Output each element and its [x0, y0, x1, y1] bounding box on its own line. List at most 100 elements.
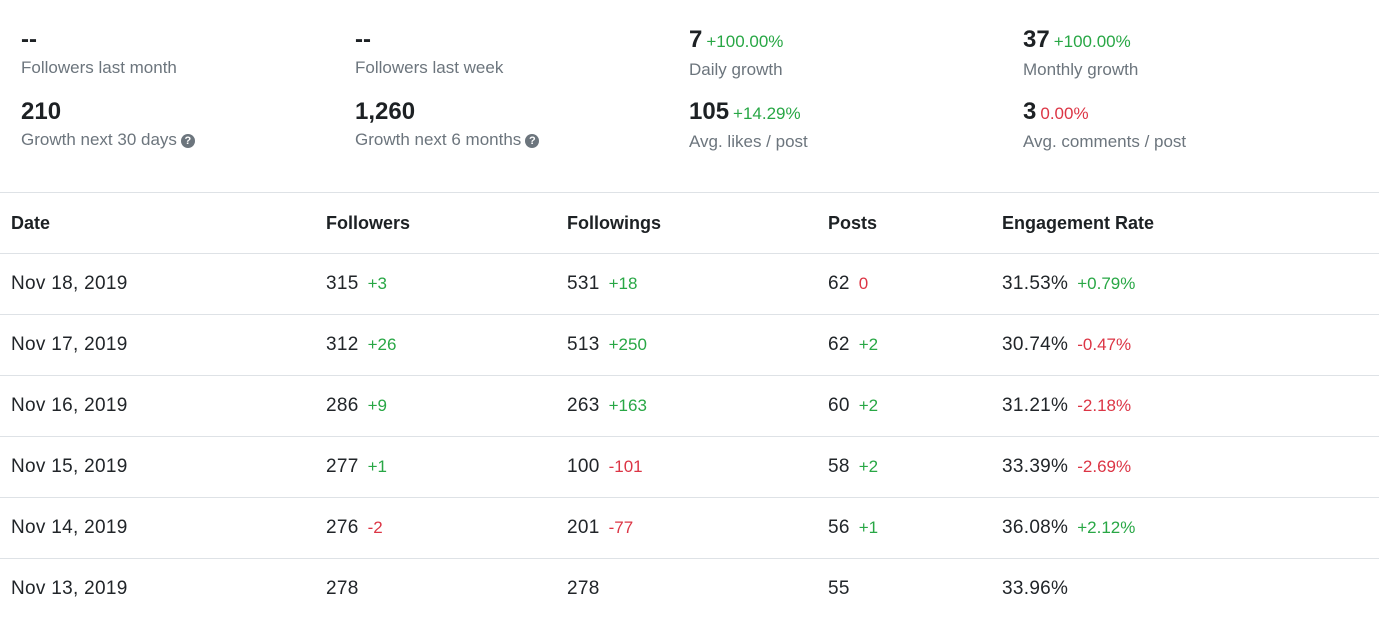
- engagement-rate-cell: 33.96%: [991, 559, 1379, 619]
- followers-cell: 312 +26: [315, 314, 556, 376]
- stat-change: +14.29%: [733, 104, 801, 123]
- cell-value: 315: [326, 273, 359, 294]
- stat-value: --: [21, 26, 37, 53]
- cell-value: 36.08%: [1002, 517, 1069, 538]
- cell-value: 55: [828, 578, 850, 599]
- stat-growth-next-30-days: 210 Growth next 30 days?: [21, 98, 195, 151]
- cell-value: Nov 15, 2019: [11, 456, 128, 477]
- cell-value: 277: [326, 456, 359, 477]
- date-cell: Nov 18, 2019: [0, 253, 315, 315]
- followers-cell: 276 -2: [315, 497, 556, 559]
- engagement-rate-cell: 36.08% +2.12%: [991, 497, 1379, 559]
- followings-cell: 531 +18: [556, 253, 817, 315]
- stat-value: 1,260: [355, 98, 416, 125]
- posts-cell: 58 +2: [817, 436, 991, 498]
- stat-label: Growth next 6 months?: [355, 129, 540, 151]
- posts-cell: 56 +1: [817, 497, 991, 559]
- table-row: Nov 15, 2019 277 +1 100 -101 58 +2 33.39% -2.69%: [0, 436, 1379, 498]
- engagement-rate-cell: 33.39% -2.69%: [991, 436, 1379, 498]
- stat-daily-growth: 7 +100.00% Daily growth: [689, 26, 783, 81]
- followings-cell: 100 -101: [556, 436, 817, 498]
- followers-cell: 286 +9: [315, 375, 556, 437]
- cell-delta: -2.18%: [1077, 396, 1132, 415]
- followings-cell: 278: [556, 559, 817, 619]
- cell-value: Nov 18, 2019: [11, 273, 128, 294]
- stat-label: Monthly growth: [1023, 60, 1139, 79]
- cell-value: 278: [326, 578, 359, 599]
- cell-delta: +1: [367, 457, 387, 476]
- cell-value: 58: [828, 456, 850, 477]
- cell-value: 263: [567, 395, 600, 416]
- cell-delta: +2.12%: [1077, 518, 1136, 537]
- stat-growth-next-6-months: 1,260 Growth next 6 months?: [355, 98, 540, 151]
- cell-value: 312: [326, 334, 359, 355]
- help-circle-icon[interactable]: ?: [525, 134, 540, 148]
- posts-cell: 62 +2: [817, 314, 991, 376]
- stat-followers-last-week: -- Followers last week: [355, 26, 503, 79]
- cell-value: 33.96%: [1002, 578, 1069, 599]
- cell-value: 62: [828, 334, 850, 355]
- cell-delta: +2: [858, 457, 879, 476]
- date-cell: Nov 15, 2019: [0, 436, 315, 498]
- column-header-posts: Posts: [817, 193, 991, 254]
- history-table: Date Followers Followings Posts Engageme…: [0, 193, 1379, 619]
- cell-value: Nov 13, 2019: [11, 578, 128, 599]
- cell-delta: +0.79%: [1077, 274, 1136, 293]
- column-header-followers: Followers: [315, 193, 556, 254]
- cell-value: 62: [828, 273, 850, 294]
- date-cell: Nov 14, 2019: [0, 497, 315, 559]
- table-header-row: Date Followers Followings Posts Engageme…: [0, 193, 1379, 254]
- engagement-rate-cell: 30.74% -0.47%: [991, 314, 1379, 376]
- cell-delta: -2: [367, 518, 383, 537]
- column-header-followings: Followings: [556, 193, 817, 254]
- cell-delta: +2: [858, 396, 879, 415]
- engagement-rate-cell: 31.53% +0.79%: [991, 253, 1379, 315]
- stat-value: 210: [21, 98, 62, 125]
- followings-cell: 263 +163: [556, 375, 817, 437]
- cell-value: 100: [567, 456, 600, 477]
- date-cell: Nov 17, 2019: [0, 314, 315, 376]
- cell-value: Nov 17, 2019: [11, 334, 128, 355]
- cell-delta: -0.47%: [1077, 335, 1132, 354]
- cell-value: 278: [567, 578, 600, 599]
- table-row: Nov 16, 2019 286 +9 263 +163 60 +2 31.21% -2.18%: [0, 375, 1379, 437]
- stat-label: Avg. likes / post: [689, 132, 808, 151]
- cell-value: 30.74%: [1002, 334, 1069, 355]
- stats-summary: -- Followers last month -- Followers las…: [0, 0, 1379, 193]
- cell-delta: +26: [367, 335, 397, 354]
- cell-value: 276: [326, 517, 359, 538]
- followers-cell: 278: [315, 559, 556, 619]
- stat-avg-likes-per-post: 105 +14.29% Avg. likes / post: [689, 98, 808, 153]
- cell-delta: +9: [367, 396, 387, 415]
- help-circle-icon[interactable]: ?: [180, 134, 195, 148]
- cell-value: 286: [326, 395, 359, 416]
- cell-value: 201: [567, 517, 600, 538]
- cell-delta: +3: [367, 274, 387, 293]
- stat-value: 3 0.00%: [1023, 98, 1089, 125]
- cell-delta: +163: [608, 396, 647, 415]
- cell-value: 60: [828, 395, 850, 416]
- posts-cell: 60 +2: [817, 375, 991, 437]
- cell-delta: -2.69%: [1077, 457, 1132, 476]
- followings-cell: 513 +250: [556, 314, 817, 376]
- stat-change: +100.00%: [706, 32, 784, 51]
- stat-value: --: [355, 26, 371, 53]
- date-cell: Nov 16, 2019: [0, 375, 315, 437]
- cell-delta: +2: [858, 335, 879, 354]
- followers-cell: 277 +1: [315, 436, 556, 498]
- stat-monthly-growth: 37 +100.00% Monthly growth: [1023, 26, 1138, 81]
- cell-delta: -101: [608, 457, 643, 476]
- stat-avg-comments-per-post: 3 0.00% Avg. comments / post: [1023, 98, 1186, 153]
- cell-value: 513: [567, 334, 600, 355]
- cell-delta: +250: [608, 335, 647, 354]
- stat-label: Followers last month: [21, 58, 177, 77]
- table-row: Nov 14, 2019 276 -2 201 -77 56 +1 36.08% +2.12%: [0, 497, 1379, 559]
- cell-delta: +1: [858, 518, 879, 537]
- posts-cell: 55: [817, 559, 991, 619]
- engagement-rate-cell: 31.21% -2.18%: [991, 375, 1379, 437]
- column-header-engagement-rate: Engagement Rate: [991, 193, 1379, 254]
- cell-delta: -77: [608, 518, 634, 537]
- table-row: Nov 17, 2019 312 +26 513 +250 62 +2 30.74% -0.47…: [0, 314, 1379, 376]
- cell-value: 31.53%: [1002, 273, 1069, 294]
- cell-value: Nov 14, 2019: [11, 517, 128, 538]
